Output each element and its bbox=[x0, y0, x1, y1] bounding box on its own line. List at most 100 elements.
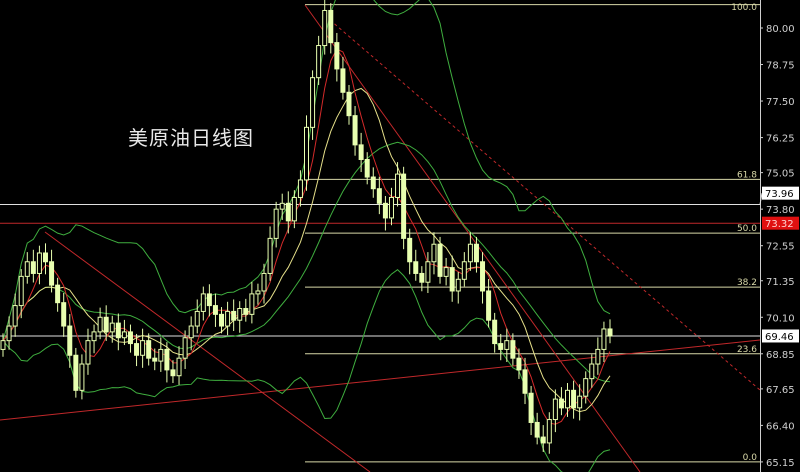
candle-body bbox=[540, 436, 546, 444]
candle-body bbox=[492, 319, 498, 345]
candle-body bbox=[249, 293, 255, 315]
y-tick-label: 67.65 bbox=[766, 385, 795, 396]
y-tick-label: 71.35 bbox=[766, 277, 795, 288]
y-tick-label: 70.10 bbox=[766, 313, 795, 324]
candle-body bbox=[109, 322, 115, 333]
y-tick-label: 65.15 bbox=[766, 458, 795, 469]
candle-body bbox=[285, 202, 291, 222]
price-label: 73.32 bbox=[765, 219, 794, 230]
candle-body bbox=[534, 421, 540, 438]
fib-label: 50.0 bbox=[737, 224, 757, 234]
y-tick-label: 75.05 bbox=[766, 169, 795, 180]
candle-body bbox=[18, 275, 24, 307]
candle-body bbox=[370, 176, 376, 190]
candle-body bbox=[498, 343, 504, 350]
y-tick-label: 77.50 bbox=[766, 97, 795, 108]
candle-body bbox=[401, 173, 407, 239]
price-axis bbox=[760, 0, 800, 472]
y-tick-label: 80.00 bbox=[766, 24, 795, 35]
candle-body bbox=[267, 237, 273, 274]
chart-title: 美原油日线图 bbox=[128, 126, 254, 150]
y-tick-label: 72.55 bbox=[766, 242, 795, 253]
y-tick-label: 66.40 bbox=[766, 421, 795, 432]
candle-body bbox=[182, 337, 188, 359]
candle-body bbox=[316, 45, 322, 79]
candle-body bbox=[85, 340, 91, 365]
candle-body bbox=[297, 179, 303, 198]
candle-body bbox=[225, 310, 231, 327]
bollinger-middle bbox=[2, 141, 611, 383]
candle-body bbox=[103, 316, 109, 333]
candle-body bbox=[6, 325, 12, 342]
candle-body bbox=[231, 310, 237, 321]
candle-body bbox=[565, 389, 571, 409]
candle-body bbox=[455, 278, 461, 292]
candle-body bbox=[273, 208, 279, 239]
candle-body bbox=[134, 343, 140, 356]
price-label-box bbox=[762, 329, 799, 343]
candle-body bbox=[164, 348, 170, 371]
candle-body bbox=[12, 305, 18, 327]
candle-body bbox=[558, 398, 564, 409]
trend-line bbox=[329, 19, 761, 391]
candle-body bbox=[595, 348, 601, 365]
y-tick-label: 68.85 bbox=[766, 350, 795, 361]
candle-body bbox=[67, 325, 73, 356]
price-label-leader bbox=[759, 193, 763, 205]
candle-body bbox=[583, 378, 589, 397]
candle-body bbox=[291, 196, 297, 222]
trend-line bbox=[0, 339, 761, 421]
candle-body bbox=[140, 340, 146, 356]
candle-body bbox=[589, 363, 595, 380]
trend-line bbox=[304, 4, 641, 472]
candle-body bbox=[55, 284, 61, 304]
candle-body bbox=[546, 419, 552, 444]
candle-body bbox=[395, 173, 401, 198]
candle-body bbox=[79, 363, 85, 391]
price-label: 73.96 bbox=[765, 189, 794, 200]
candle-body bbox=[115, 322, 121, 339]
candle-body bbox=[170, 369, 176, 377]
candle-body bbox=[30, 261, 36, 274]
candle-body bbox=[419, 272, 425, 283]
candle-body bbox=[607, 328, 613, 337]
candle-body bbox=[200, 293, 206, 312]
candle-body bbox=[480, 261, 486, 292]
candle-body bbox=[127, 331, 133, 345]
price-label-box bbox=[762, 216, 799, 230]
candle-body bbox=[571, 389, 577, 409]
candle-body bbox=[577, 395, 583, 409]
candle-body bbox=[516, 357, 522, 371]
candle-body bbox=[364, 158, 370, 178]
candle-body bbox=[467, 243, 473, 263]
candle-body bbox=[340, 68, 346, 93]
candle-body bbox=[152, 357, 158, 362]
candle-body bbox=[328, 9, 334, 44]
candle-body bbox=[194, 310, 200, 327]
candle-body bbox=[49, 261, 55, 286]
candle-body bbox=[206, 293, 212, 307]
candle-body bbox=[352, 115, 358, 146]
candle-body bbox=[601, 328, 607, 350]
candle-body bbox=[279, 202, 285, 210]
candle-body bbox=[91, 331, 97, 342]
candle-body bbox=[552, 398, 558, 421]
candle-body bbox=[176, 357, 182, 377]
candle-body bbox=[449, 267, 455, 292]
candle-body bbox=[322, 9, 328, 47]
candle-body bbox=[237, 308, 243, 321]
candle-body bbox=[510, 340, 516, 359]
candle-body bbox=[73, 354, 79, 391]
candle-body bbox=[388, 196, 394, 219]
candle-body bbox=[334, 42, 340, 70]
candle-body bbox=[382, 202, 388, 219]
candle-body bbox=[0, 340, 6, 350]
candle-body bbox=[443, 267, 449, 277]
candle-body bbox=[255, 290, 261, 295]
candle-body bbox=[431, 243, 437, 263]
candle-body bbox=[528, 392, 534, 423]
candle-body bbox=[61, 302, 67, 327]
candle-body bbox=[522, 369, 528, 394]
candle-body bbox=[358, 144, 364, 160]
candle-body bbox=[346, 91, 352, 117]
